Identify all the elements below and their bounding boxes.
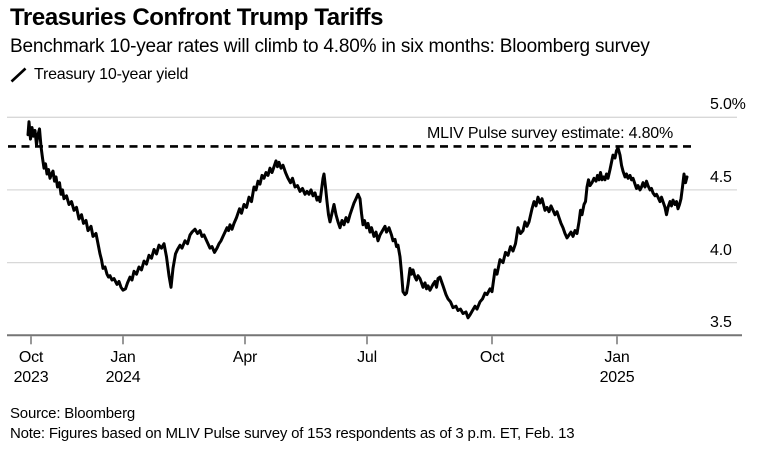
- y-axis-label: 4.5: [710, 169, 732, 186]
- page-title: Treasuries Confront Trump Tariffs: [10, 4, 384, 31]
- legend-label: Treasury 10-year yield: [34, 66, 189, 83]
- y-axis-label: 3.5: [710, 314, 732, 331]
- x-axis-label: Oct: [479, 349, 505, 367]
- legend: Treasury 10-year yield: [10, 66, 188, 84]
- x-axis-label: Oct: [18, 349, 44, 367]
- y-axis-label: 4.0: [710, 242, 732, 259]
- survey-estimate-annotation: MLIV Pulse survey estimate: 4.80%: [427, 125, 673, 142]
- x-axis-label: Jan: [604, 349, 630, 367]
- x-axis-year-label: 2023: [13, 369, 49, 387]
- chart-subtitle: Benchmark 10-year rates will climb to 4.…: [10, 36, 650, 57]
- x-axis-label: Apr: [232, 349, 258, 367]
- x-axis-label: Jul: [357, 349, 377, 367]
- x-axis-year-label: 2024: [105, 369, 141, 387]
- x-axis-label: Jan: [110, 349, 136, 367]
- diagonal-line-series-icon: [10, 67, 27, 83]
- x-axis-year-label: 2025: [599, 369, 635, 387]
- note-text: Note: Figures based on MLIV Pulse survey…: [10, 425, 575, 442]
- source-text: Source: Bloomberg: [10, 405, 136, 422]
- y-axis-label: 5.0%: [710, 96, 746, 113]
